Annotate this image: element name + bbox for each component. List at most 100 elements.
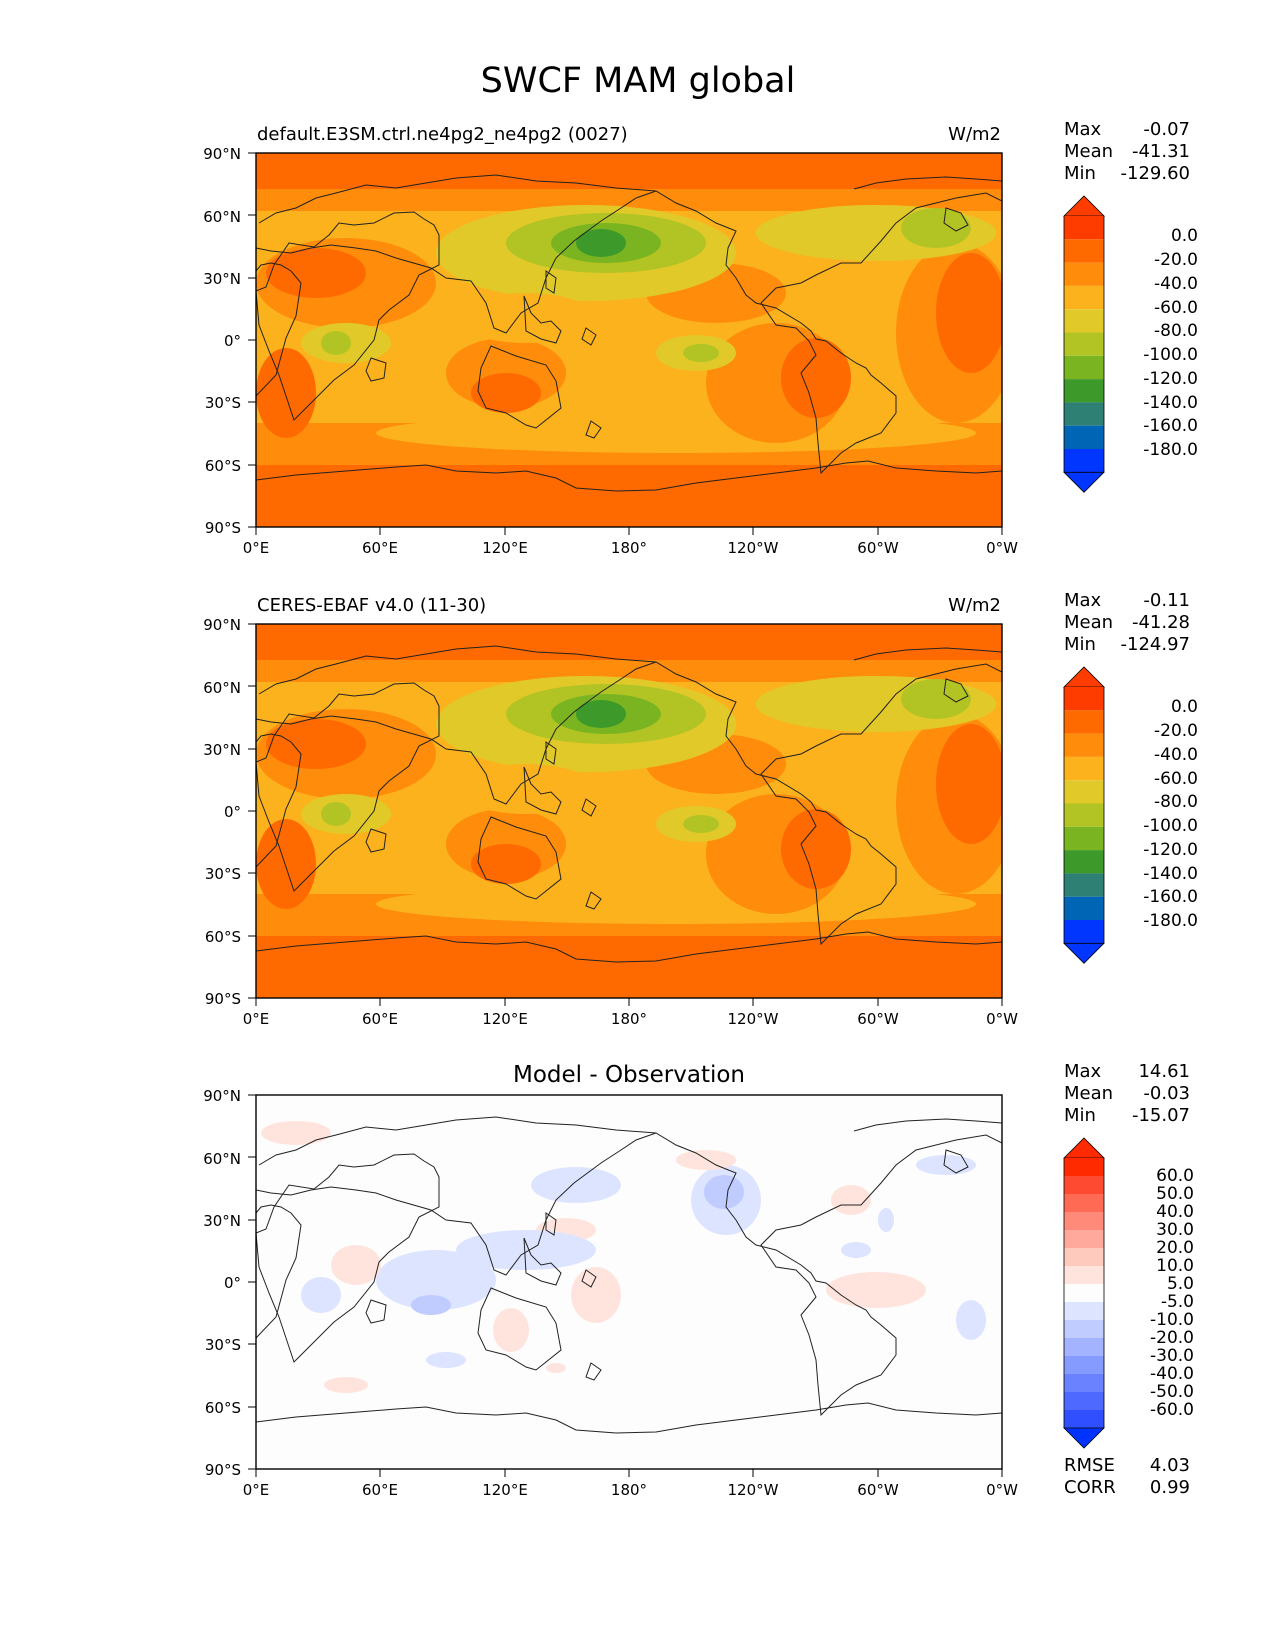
lat-tick: 0° <box>224 803 241 821</box>
colorbar-label: -40.0 <box>1154 274 1198 294</box>
stat-max-label: Max <box>1064 1061 1102 1082</box>
lon-tick: 60°E <box>362 1481 398 1499</box>
rmse-value: 4.03 <box>1150 1455 1190 1476</box>
lat-tick: 0° <box>224 1274 241 1292</box>
colorbar-label: -120.0 <box>1143 369 1198 389</box>
lon-tick: 0°W <box>986 1010 1018 1028</box>
lon-tick: 0°W <box>986 539 1018 557</box>
colorbar-label: -5.0 <box>1161 1292 1194 1312</box>
lon-tick: 120°W <box>728 1481 779 1499</box>
stat-mean-value: -41.31 <box>1132 141 1190 162</box>
colorbar-label: -40.0 <box>1154 745 1198 765</box>
lon-tick: 60°E <box>362 1010 398 1028</box>
stat-min-value: -15.07 <box>1132 1105 1190 1126</box>
lat-tick: 90°N <box>203 145 241 163</box>
lat-tick: 90°S <box>205 990 241 1008</box>
lon-axis: 0°E 60°E 120°E 180° 120°W 60°W 0°W <box>243 998 1018 1028</box>
lon-axis: 0°E 60°E 120°E 180° 120°W 60°W 0°W <box>243 1469 1018 1499</box>
colorbar-label: 30.0 <box>1156 1220 1194 1240</box>
corr-label: CORR <box>1064 1477 1116 1498</box>
stat-max-value: -0.07 <box>1143 119 1190 140</box>
colorbar-label: 50.0 <box>1156 1184 1194 1204</box>
lon-tick: 120°E <box>482 539 528 557</box>
colorbar-label: -50.0 <box>1150 1382 1194 1402</box>
colorbar-label: 10.0 <box>1156 1256 1194 1276</box>
stat-min-label: Min <box>1064 634 1096 655</box>
colorbar-label: -20.0 <box>1154 721 1198 741</box>
lon-tick: 120°E <box>482 1010 528 1028</box>
lat-tick: 0° <box>224 332 241 350</box>
lat-tick: 30°N <box>203 1212 241 1230</box>
lon-tick: 0°E <box>243 539 270 557</box>
stat-max-label: Max <box>1064 119 1102 140</box>
colorbar-label: -20.0 <box>1154 250 1198 270</box>
colorbar-obs: 0.0 -20.0 -40.0 -60.0 -80.0 -100.0 -120.… <box>1063 666 1198 964</box>
panel-units: W/m2 <box>948 595 1001 616</box>
lat-tick: 60°S <box>205 457 241 475</box>
colorbar-label: 0.0 <box>1171 697 1198 717</box>
colorbar-model: 0.0 -20.0 -40.0 -60.0 -80.0 -100.0 -120.… <box>1063 195 1198 493</box>
stat-max-value: -0.11 <box>1143 590 1190 611</box>
lat-tick: 90°S <box>205 519 241 537</box>
colorbar-label: -100.0 <box>1143 345 1198 365</box>
colorbar-label: -60.0 <box>1150 1400 1194 1420</box>
colorbar-label: -160.0 <box>1143 416 1198 436</box>
stat-mean-label: Mean <box>1064 141 1113 162</box>
stats-box: Max 14.61 Mean -0.03 Min -15.07 <box>1064 1061 1190 1126</box>
metrics-box: RMSE 4.03 CORR 0.99 <box>1064 1455 1190 1498</box>
colorbar-label: -160.0 <box>1143 887 1198 907</box>
lon-tick: 60°W <box>857 1010 899 1028</box>
colorbar-label: -180.0 <box>1143 440 1198 460</box>
lon-tick: 60°E <box>362 539 398 557</box>
stat-min-label: Min <box>1064 1105 1096 1126</box>
rmse-label: RMSE <box>1064 1455 1115 1476</box>
lat-tick: 60°S <box>205 1399 241 1417</box>
stat-mean-value: -41.28 <box>1132 612 1190 633</box>
colorbar-label: -40.0 <box>1150 1364 1194 1384</box>
panel-title-center: Model - Observation <box>513 1062 745 1088</box>
panel-diff: Model - Observation 90°N 60°N 30°N 0° 30… <box>203 1061 1194 1499</box>
lon-axis: 0°E 60°E 120°E 180° 120°W 60°W 0°W <box>243 527 1018 557</box>
lat-tick: 90°N <box>203 616 241 634</box>
colorbar-label: -20.0 <box>1150 1328 1194 1348</box>
colorbar-label: 60.0 <box>1156 1166 1194 1186</box>
colorbar-label: 20.0 <box>1156 1238 1194 1258</box>
lon-tick: 180° <box>611 1010 647 1028</box>
lon-tick: 180° <box>611 1481 647 1499</box>
lat-tick: 60°N <box>203 1150 241 1168</box>
lon-tick: 120°E <box>482 1481 528 1499</box>
colorbar-label: -80.0 <box>1154 321 1198 341</box>
panel-title-left: CERES-EBAF v4.0 (11-30) <box>257 595 486 616</box>
panel-units: W/m2 <box>948 124 1001 145</box>
stat-mean-value: -0.03 <box>1143 1083 1190 1104</box>
colorbar-label: -140.0 <box>1143 393 1198 413</box>
lat-tick: 30°N <box>203 741 241 759</box>
lon-tick: 180° <box>611 539 647 557</box>
lat-axis: 90°N 60°N 30°N 0° 30°S 60°S 90°S <box>203 616 256 1008</box>
colorbar-label: -180.0 <box>1143 911 1198 931</box>
map-obs <box>255 623 1003 999</box>
lat-axis: 90°N 60°N 30°N 0° 30°S 60°S 90°S <box>203 145 256 537</box>
map-diff <box>255 1094 1003 1470</box>
lon-tick: 0°E <box>243 1481 270 1499</box>
stat-min-label: Min <box>1064 163 1096 184</box>
lat-tick: 90°N <box>203 1087 241 1105</box>
map-model <box>255 152 1003 528</box>
colorbar-label: -120.0 <box>1143 840 1198 860</box>
stat-min-value: -124.97 <box>1121 634 1190 655</box>
stats-box: Max -0.11 Mean -41.28 Min -124.97 <box>1064 590 1190 655</box>
panel-model: default.E3SM.ctrl.ne4pg2_ne4pg2 (0027) W… <box>203 119 1198 557</box>
stat-max-value: 14.61 <box>1138 1061 1190 1082</box>
lon-tick: 60°W <box>857 1481 899 1499</box>
stats-box: Max -0.07 Mean -41.31 Min -129.60 <box>1064 119 1190 184</box>
lat-axis: 90°N 60°N 30°N 0° 30°S 60°S 90°S <box>203 1087 256 1479</box>
colorbar-label: -80.0 <box>1154 792 1198 812</box>
colorbar-label: -60.0 <box>1154 298 1198 318</box>
stat-mean-label: Mean <box>1064 612 1113 633</box>
colorbar-label: -60.0 <box>1154 769 1198 789</box>
lat-tick: 60°N <box>203 208 241 226</box>
figure-title: SWCF MAM global <box>481 61 796 101</box>
panel-title-left: default.E3SM.ctrl.ne4pg2_ne4pg2 (0027) <box>257 124 628 145</box>
lon-tick: 0°W <box>986 1481 1018 1499</box>
